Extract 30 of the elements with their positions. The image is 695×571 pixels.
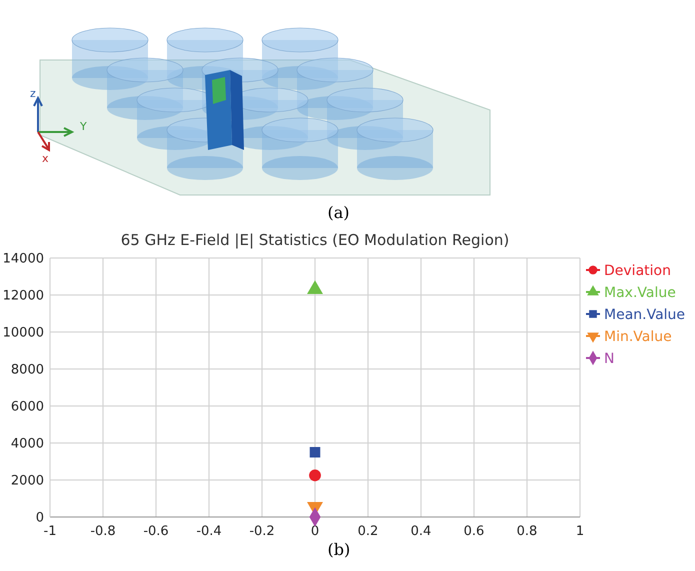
legend-label: N xyxy=(604,351,614,367)
text: Y xyxy=(79,120,87,133)
x-tick-label: -0.6 xyxy=(143,524,169,539)
y-tick-label: 12000 xyxy=(2,288,44,304)
text: (a) xyxy=(328,203,350,222)
y-tick-label: 2000 xyxy=(10,474,44,488)
text: (b) xyxy=(328,540,350,559)
y-tick-label: 8000 xyxy=(10,362,44,378)
x-tick-label: 0.6 xyxy=(464,524,484,539)
x-tick-label: -1 xyxy=(44,524,56,539)
y-tick-label: 10000 xyxy=(2,326,44,340)
x-tick-label: -0.4 xyxy=(196,524,222,539)
legend-label: Deviation xyxy=(604,263,671,279)
y-tick-label: 6000 xyxy=(10,400,44,414)
legend-label: Mean.Value xyxy=(604,307,686,323)
x-tick-label: -0.2 xyxy=(249,524,275,539)
y-tick-label: 14000 xyxy=(2,252,44,266)
x-tick-label: 0 xyxy=(310,524,320,539)
x-tick-label: -0.8 xyxy=(90,524,116,539)
text: z xyxy=(30,87,36,100)
y-tick-label: 4000 xyxy=(10,436,44,452)
y-tick-label: 0 xyxy=(36,510,44,526)
legend-label: Min.Value xyxy=(604,329,672,345)
text: x xyxy=(42,152,49,165)
chart-title: 65 GHz E-Field |E| Statistics (EO Modulation Region) xyxy=(120,231,510,249)
x-tick-label: 0.8 xyxy=(516,524,538,539)
x-tick-label: 0.4 xyxy=(410,524,432,539)
x-tick-label: 1 xyxy=(576,524,584,539)
legend-label: Max.Value xyxy=(604,285,676,301)
x-tick-label: 0.2 xyxy=(358,524,378,539)
